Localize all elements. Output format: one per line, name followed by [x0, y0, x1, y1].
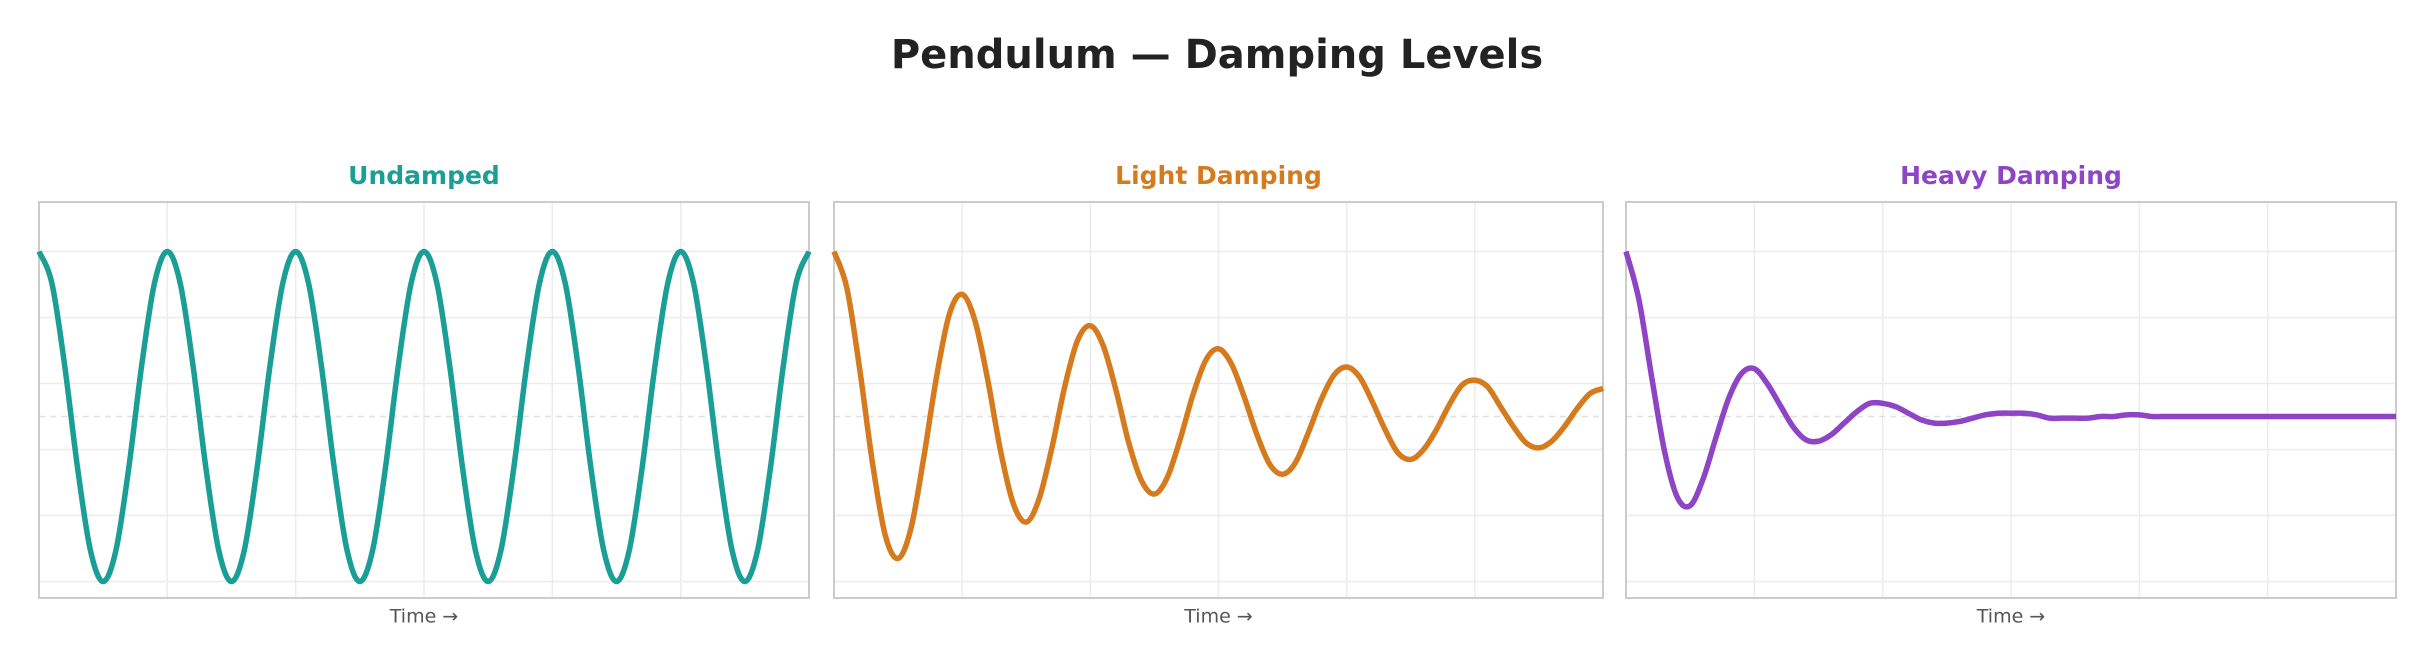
x-axis-label: Time →: [1183, 606, 1252, 628]
line: [831, 250, 1604, 562]
plot-frame: [38, 201, 810, 599]
plot-frame: [833, 201, 1604, 599]
line: [1623, 250, 2396, 510]
x-axis-label: Time →: [389, 606, 458, 628]
plot-frame: [1625, 201, 2397, 599]
panel-title: Undamped: [348, 161, 500, 190]
line: [36, 248, 812, 585]
panel-title: Heavy Damping: [1900, 161, 2122, 190]
x-axis-label: Time →: [1976, 606, 2045, 628]
figure-title: Pendulum — Damping Levels: [891, 32, 1543, 78]
panel-title: Light Damping: [1115, 161, 1322, 190]
